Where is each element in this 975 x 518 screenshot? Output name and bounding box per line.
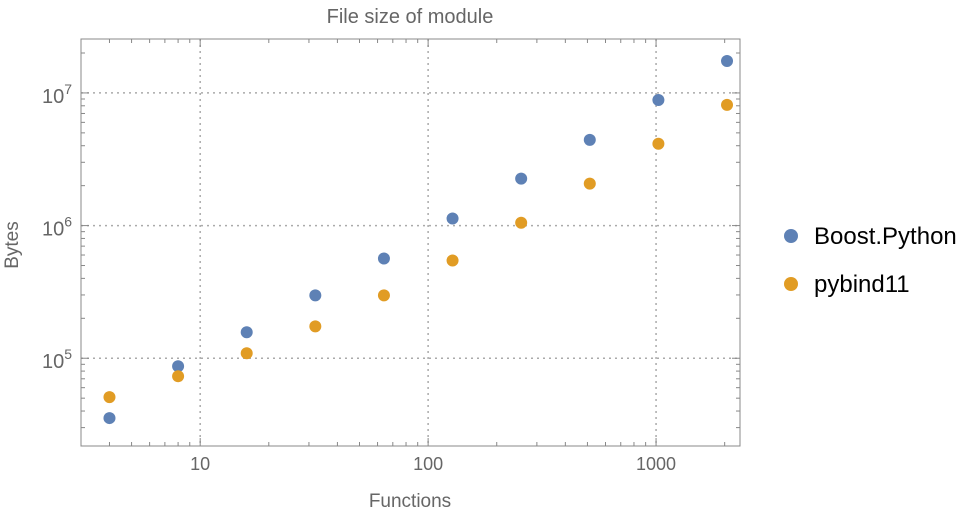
data-point-boost-python — [583, 133, 596, 146]
y-tick-label: 105 — [42, 346, 72, 373]
y-tick-label: 107 — [42, 81, 72, 108]
data-point-boost-python — [172, 360, 185, 373]
grid-lines — [81, 39, 740, 446]
y-tick-label: 106 — [42, 214, 72, 241]
data-point-boost-python — [377, 252, 390, 265]
x-tick-label: 10 — [190, 454, 210, 474]
data-point-pybind11 — [446, 254, 459, 267]
data-point-pybind11 — [515, 216, 528, 229]
chart-title: File size of module — [327, 6, 494, 28]
axis-ticks — [80, 39, 740, 446]
data-point-boost-python — [515, 172, 528, 185]
data-point-pybind11 — [377, 289, 390, 302]
data-points — [103, 55, 734, 425]
x-tick-labels: 10 100 1000 — [190, 454, 676, 474]
legend-marker-boost-python — [784, 229, 798, 243]
legend: Boost.Python pybind11 — [784, 223, 957, 298]
legend-label-pybind11: pybind11 — [814, 271, 910, 298]
legend-marker-pybind11 — [784, 277, 798, 291]
x-tick-label: 1000 — [636, 454, 676, 474]
data-point-pybind11 — [583, 177, 596, 190]
data-point-boost-python — [240, 326, 253, 339]
data-point-pybind11 — [652, 137, 665, 150]
data-point-boost-python — [721, 55, 734, 68]
data-point-boost-python — [103, 412, 116, 425]
y-axis-label: Bytes — [2, 221, 23, 269]
data-point-boost-python — [652, 93, 665, 106]
data-point-pybind11 — [721, 98, 734, 111]
data-point-pybind11 — [309, 320, 322, 333]
data-point-pybind11 — [240, 347, 253, 360]
data-point-pybind11 — [103, 391, 116, 404]
x-tick-label: 100 — [413, 454, 443, 474]
data-point-pybind11 — [172, 370, 185, 383]
x-axis-label: Functions — [369, 491, 451, 512]
data-point-boost-python — [446, 212, 459, 225]
y-tick-labels: 105 106 107 — [42, 81, 72, 373]
plot-frame — [80, 38, 741, 447]
legend-label-boost-python: Boost.Python — [814, 223, 957, 250]
data-point-boost-python — [309, 289, 322, 302]
